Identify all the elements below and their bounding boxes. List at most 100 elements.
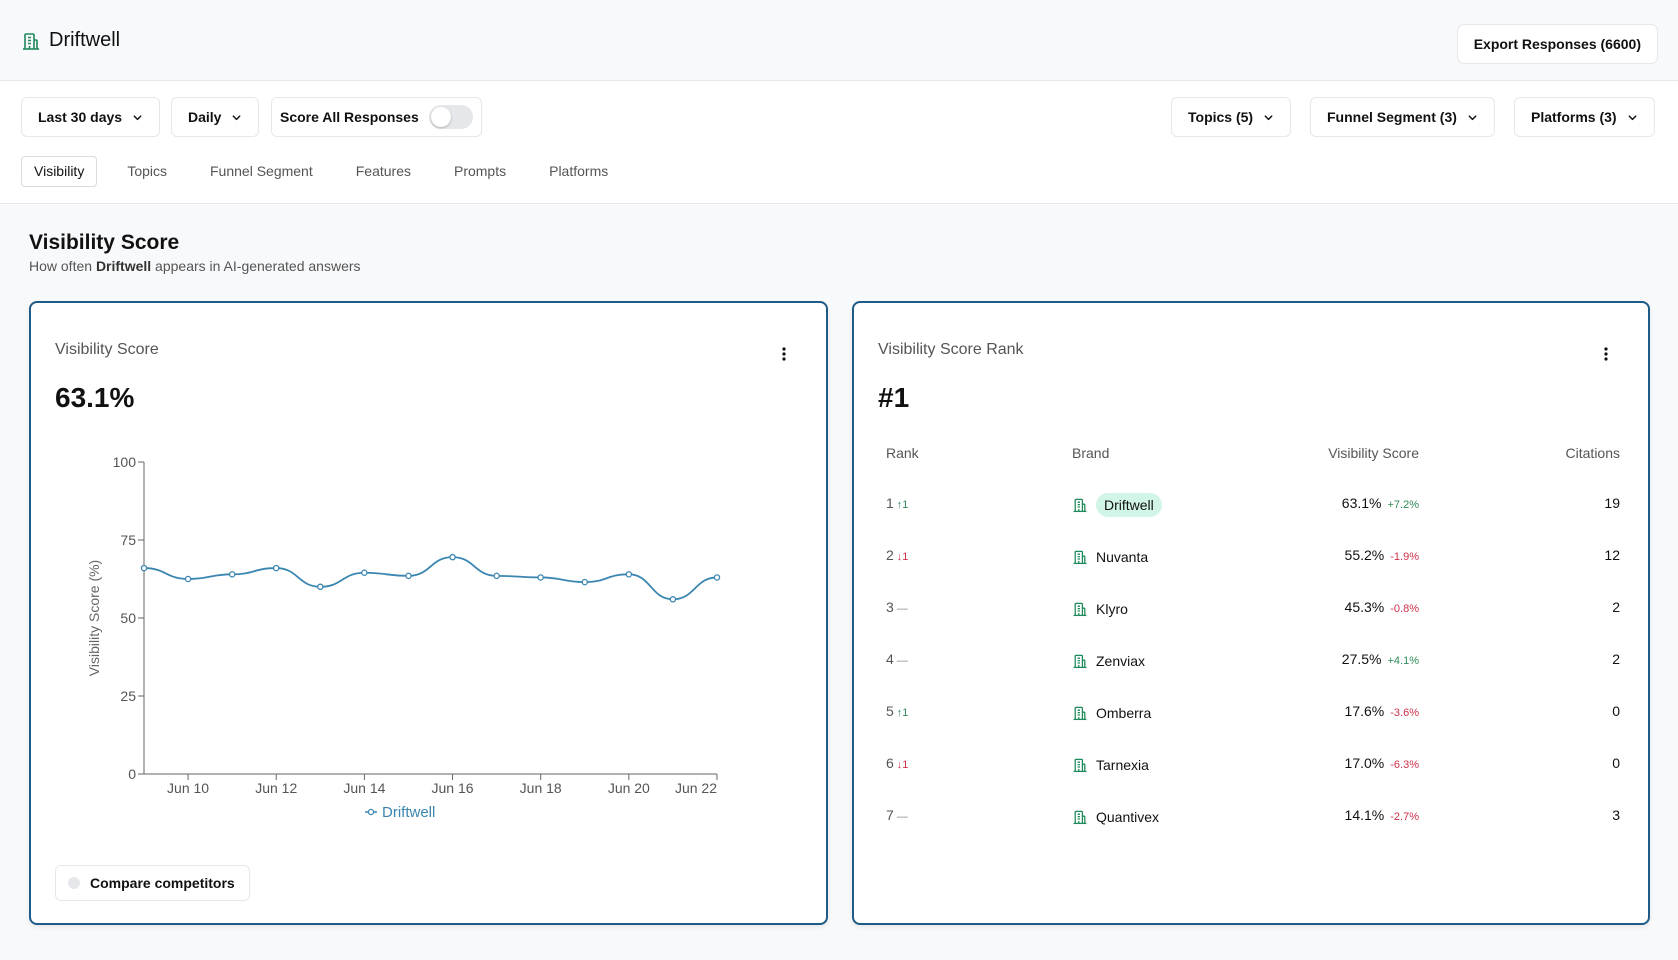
y-axis-label: Visibility Score (%) xyxy=(86,560,102,676)
header-citations: Citations xyxy=(1565,445,1620,461)
export-responses-button[interactable]: Export Responses (6600) xyxy=(1456,24,1658,64)
rank-table: Rank Brand Visibility Score Citations 1 ↑… xyxy=(886,439,1620,843)
rank-cell: 6 ↓1 xyxy=(886,755,908,771)
compare-competitors-button[interactable]: Compare competitors xyxy=(55,865,250,901)
brand-name: Quantivex xyxy=(1096,809,1160,825)
app-brand[interactable]: Driftwell xyxy=(21,29,120,52)
topics-dropdown[interactable]: Topics (5) xyxy=(1171,97,1292,137)
score-change: -6.3% xyxy=(1390,759,1419,771)
kebab-menu-icon[interactable] xyxy=(1604,346,1608,362)
platforms-label: Platforms (3) xyxy=(1531,109,1617,125)
tab-topics[interactable]: Topics xyxy=(127,163,167,179)
rank-table-header: Rank Brand Visibility Score Citations xyxy=(886,439,1620,479)
citations-value: 0 xyxy=(1612,703,1620,719)
y-tick-label: 0 xyxy=(128,766,136,782)
rank-movement: ↓1 xyxy=(896,759,909,771)
table-row[interactable]: 1 ↑1 Driftwell 63.1% +7.2% 19 xyxy=(886,479,1620,531)
table-row[interactable]: 7— Quantivex 14.1% -2.7% 3 xyxy=(886,791,1620,843)
data-point xyxy=(713,574,721,581)
tab-platforms[interactable]: Platforms xyxy=(549,163,609,179)
brand-name: Klyro xyxy=(1096,601,1128,617)
funnel-segment-label: Funnel Segment (3) xyxy=(1327,109,1457,125)
data-point xyxy=(581,578,589,586)
score-value: 17.0% xyxy=(1344,755,1385,771)
score-all-toggle[interactable] xyxy=(428,105,473,129)
x-tick-label: Jun 22 xyxy=(675,780,717,796)
score-change: +4.1% xyxy=(1387,655,1420,667)
view-tabs: Visibility Topics Funnel Segment Feature… xyxy=(21,156,638,187)
y-tick-label: 25 xyxy=(120,688,136,704)
rank-number: 6 xyxy=(886,755,894,771)
score-cell: 17.6% -3.6% xyxy=(1345,703,1419,719)
score-cell: 17.0% -6.3% xyxy=(1345,755,1419,771)
date-range-dropdown[interactable]: Last 30 days xyxy=(21,97,161,137)
data-point xyxy=(537,574,544,581)
visibility-card-title: Visibility Score xyxy=(55,341,159,358)
header-rank: Rank xyxy=(886,445,919,461)
compare-toggle-dot xyxy=(68,877,80,889)
table-row[interactable]: 6 ↓1 Tarnexia 17.0% -6.3% 0 xyxy=(886,739,1620,791)
data-point xyxy=(272,564,280,572)
score-change: -0.8% xyxy=(1390,603,1419,615)
building-icon xyxy=(1073,602,1087,617)
brand-name: Tarnexia xyxy=(1096,757,1149,773)
citations-value: 19 xyxy=(1604,495,1620,511)
table-row[interactable]: 3— Klyro 45.3% -0.8% 2 xyxy=(886,583,1620,635)
rank-cell: 4— xyxy=(886,651,908,667)
chevron-down-icon xyxy=(133,114,142,120)
subtitle-post: appears in AI-generated answers xyxy=(151,258,361,274)
score-change: -2.7% xyxy=(1390,811,1419,823)
visibility-score-value: 63.1% xyxy=(55,382,135,413)
visibility-line-chart: 0 25 50 75 100 Visibility Score (%) Jun 10 Jun … xyxy=(86,454,721,821)
series-line xyxy=(143,556,718,601)
x-tick-label: Jun 18 xyxy=(520,780,562,796)
topics-label: Topics (5) xyxy=(1188,109,1254,125)
score-value: 17.6% xyxy=(1344,703,1385,719)
citations-value: 3 xyxy=(1612,807,1620,823)
data-point xyxy=(449,553,456,561)
interval-dropdown[interactable]: Daily xyxy=(171,97,260,137)
rank-movement: ↑1 xyxy=(896,707,909,719)
interval-label: Daily xyxy=(188,109,222,125)
table-row[interactable]: 5 ↑1 Omberra 17.6% -3.6% 0 xyxy=(886,687,1620,739)
rank-number: 3 xyxy=(886,599,894,615)
rank-card-title: Visibility Score Rank xyxy=(878,341,1024,358)
app-name: Driftwell xyxy=(49,29,121,51)
funnel-segment-dropdown[interactable]: Funnel Segment (3) xyxy=(1310,97,1495,137)
data-point xyxy=(228,571,236,578)
tab-prompts[interactable]: Prompts xyxy=(453,163,507,179)
legend-label: Driftwell xyxy=(382,804,435,821)
brand-name: Driftwell xyxy=(1096,493,1162,517)
score-value: 55.2% xyxy=(1344,547,1385,563)
x-tick-label: Jun 14 xyxy=(343,780,385,796)
tab-funnel-segment[interactable]: Funnel Segment xyxy=(210,163,313,179)
table-row[interactable]: 2 ↓1 Nuvanta 55.2% -1.9% 12 xyxy=(886,531,1620,583)
rank-cell: 3— xyxy=(886,599,908,615)
platforms-dropdown[interactable]: Platforms (3) xyxy=(1514,97,1655,137)
citations-value: 2 xyxy=(1612,651,1620,667)
tab-visibility[interactable]: Visibility xyxy=(21,156,98,187)
data-point xyxy=(184,575,192,583)
kebab-menu-icon[interactable] xyxy=(782,346,786,362)
rank-number: 2 xyxy=(886,547,894,563)
building-icon xyxy=(1073,758,1087,773)
subtitle-pre: How often xyxy=(29,258,96,274)
score-all-label: Score All Responses xyxy=(280,109,419,125)
section-subtitle: How often Driftwell appears in AI-genera… xyxy=(29,258,361,274)
chevron-down-icon xyxy=(233,114,241,120)
building-icon xyxy=(1073,810,1087,825)
tab-features[interactable]: Features xyxy=(355,163,411,179)
score-all-control: Score All Responses xyxy=(271,97,482,137)
section-title: Visibility Score xyxy=(29,231,180,254)
table-row[interactable]: 4— Zenviax 27.5% +4.1% 2 xyxy=(886,635,1620,687)
chevron-down-icon xyxy=(1264,114,1273,120)
visibility-rank-card: Visibility Score Rank #1 Rank Brand Visi… xyxy=(852,301,1650,925)
data-point xyxy=(361,569,368,577)
date-range-label: Last 30 days xyxy=(38,109,123,125)
brand-cell: Nuvanta xyxy=(1072,540,1148,574)
score-cell: 55.2% -1.9% xyxy=(1345,547,1419,563)
y-tick-label: 100 xyxy=(113,454,137,470)
brand-cell: Tarnexia xyxy=(1072,748,1149,782)
citations-value: 0 xyxy=(1612,755,1620,771)
chevron-down-icon xyxy=(1468,114,1477,120)
